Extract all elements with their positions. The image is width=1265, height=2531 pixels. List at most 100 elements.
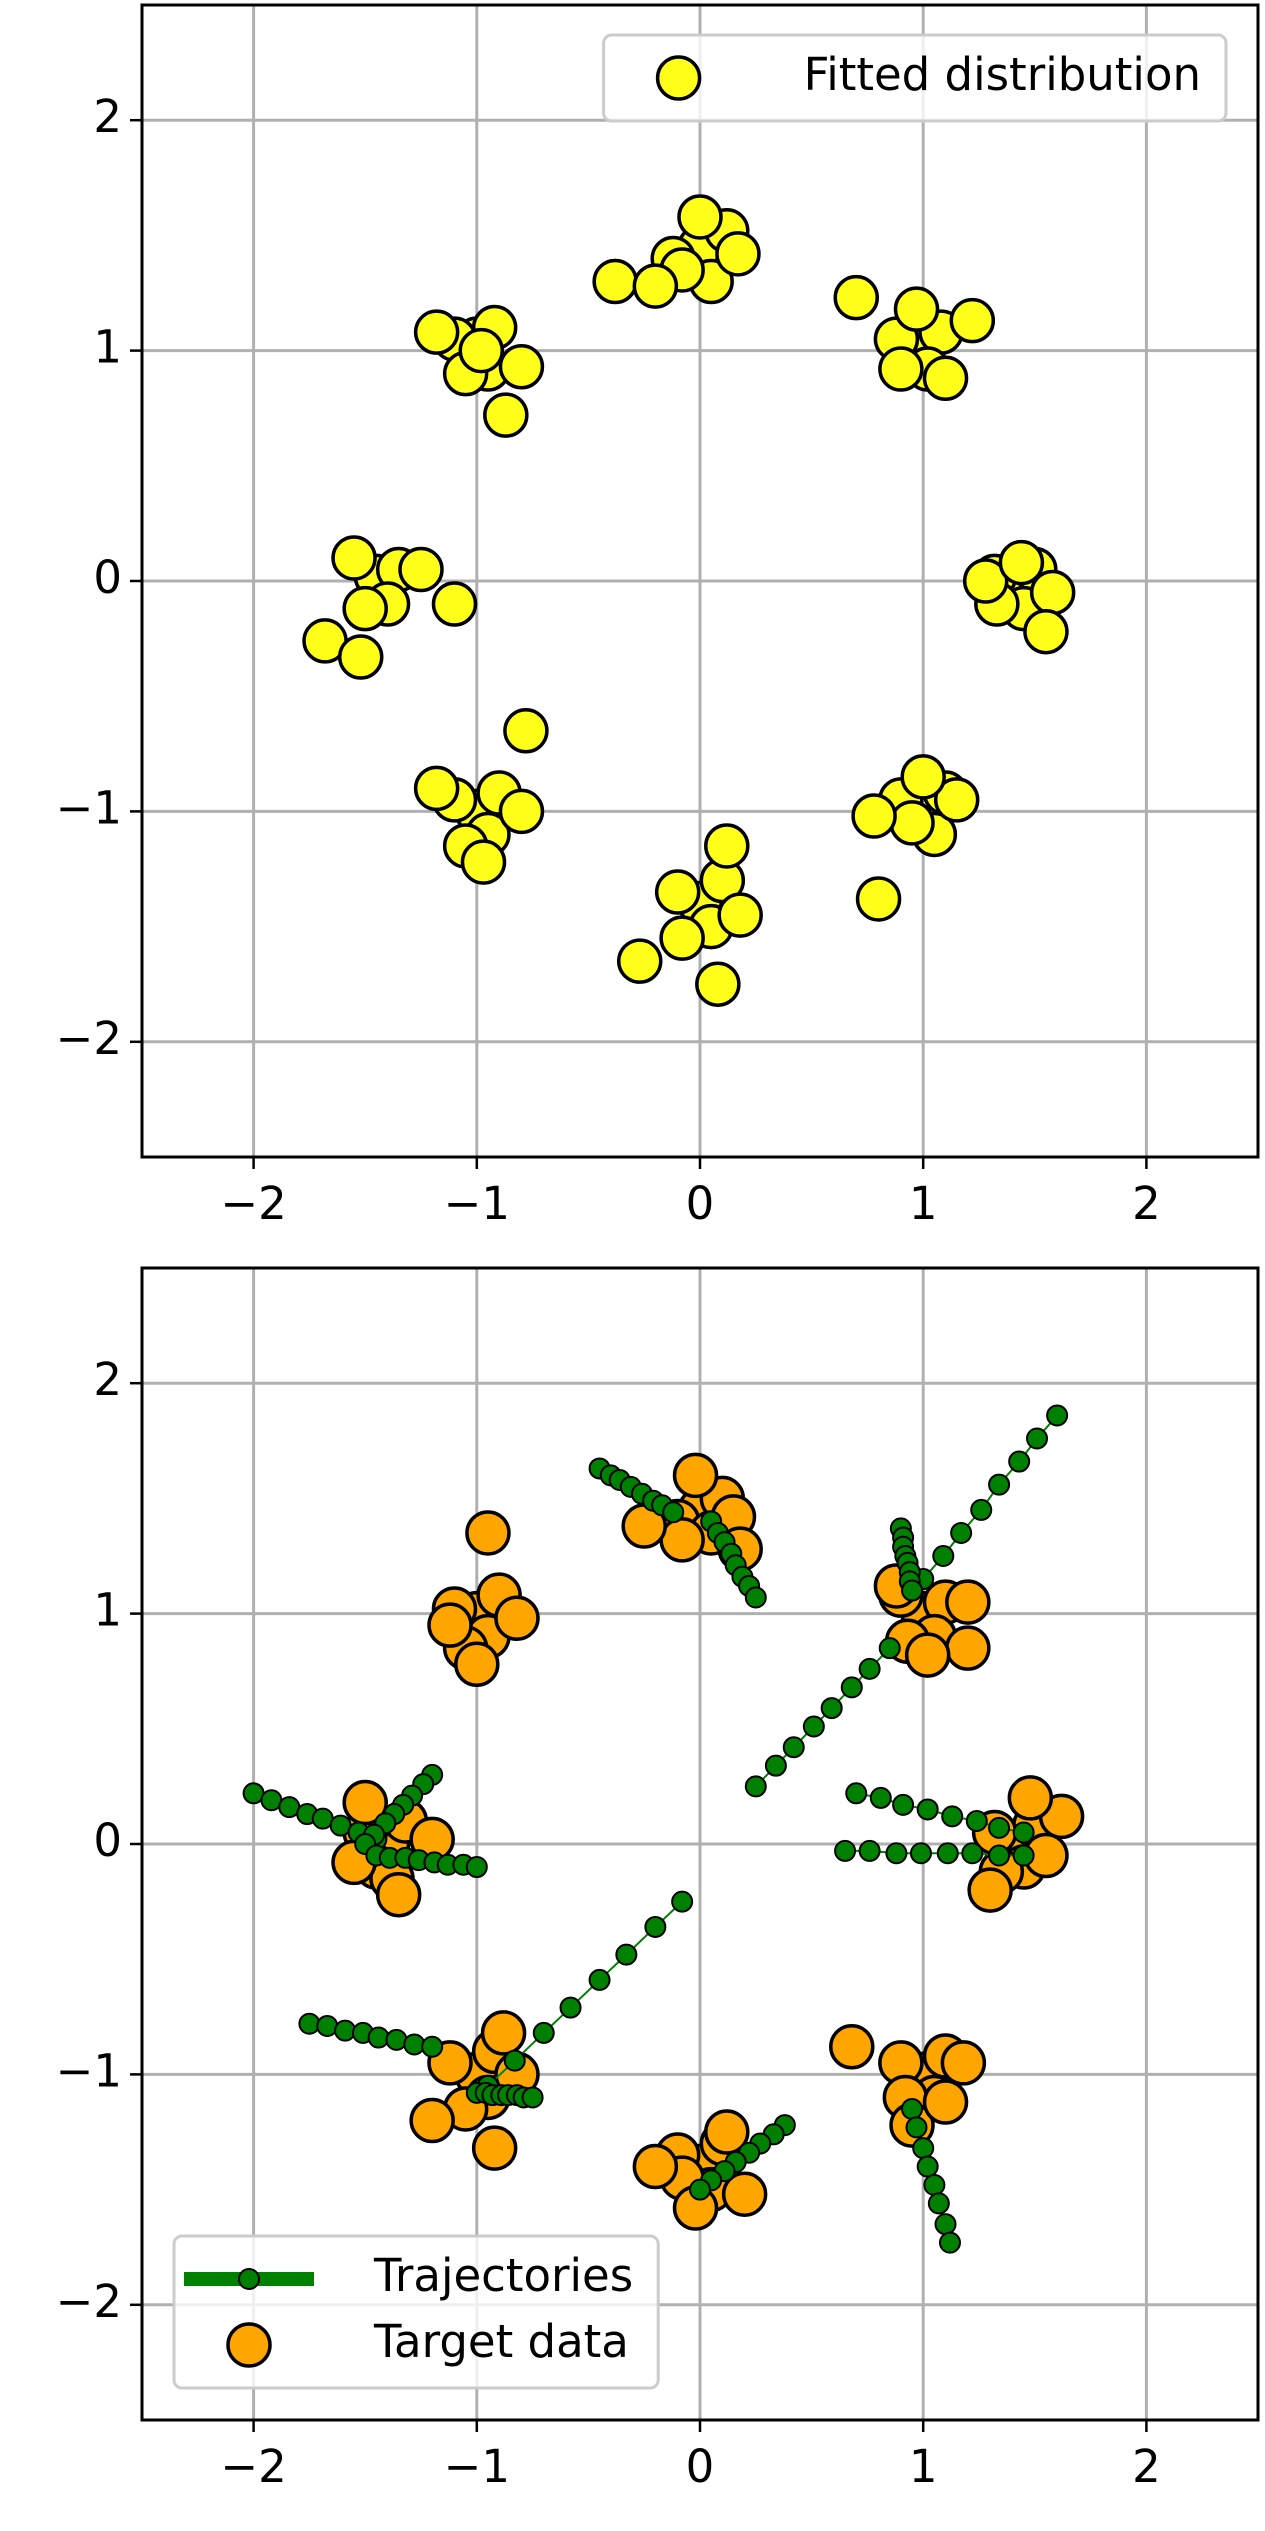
point — [659, 1517, 705, 1563]
legend-item: Fitted distribution — [655, 48, 1201, 101]
point — [480, 2010, 527, 2056]
point — [460, 839, 507, 885]
point — [940, 2040, 987, 2086]
point — [498, 788, 545, 835]
point — [900, 754, 946, 800]
trajectory-point — [901, 2097, 924, 2120]
x-tick-label: 1 — [909, 1177, 938, 1230]
x-tick-label: 2 — [1132, 1177, 1161, 1230]
trajectory-point — [941, 1805, 964, 1828]
point — [922, 2079, 969, 2125]
trajectory-point — [923, 2173, 946, 2196]
y-tick-label: 2 — [93, 90, 122, 143]
point — [717, 892, 763, 938]
point — [337, 634, 384, 680]
trajectory-point — [905, 2116, 928, 2139]
x-tick-label: −2 — [220, 2440, 286, 2493]
trajectory-point — [644, 1915, 667, 1938]
legend-frame — [602, 33, 1228, 123]
x-tick-label: −1 — [444, 1177, 510, 1230]
trajectory-point — [988, 1844, 1011, 1867]
point — [413, 765, 460, 812]
point — [677, 194, 723, 240]
trajectory-point — [1026, 1427, 1049, 1450]
axes-frame — [140, 1266, 1260, 2422]
point — [704, 2109, 750, 2155]
trajectory-point — [689, 2178, 711, 2201]
point — [945, 1625, 991, 1671]
legend-label: Trajectories — [373, 2249, 633, 2302]
axes-frame — [140, 3, 1260, 1159]
trajectory-point — [521, 2086, 544, 2109]
trajectory-point — [916, 2155, 939, 2178]
trajectory-point — [615, 1943, 638, 1966]
trajectory-point — [840, 1676, 863, 1699]
point — [498, 343, 545, 390]
point — [833, 274, 879, 321]
trajectory-point — [927, 2192, 950, 2215]
legend-label: Target data — [373, 2315, 629, 2368]
trajectory-point — [316, 2015, 339, 2038]
trajectory-point — [421, 2035, 444, 2058]
trajectory-point — [532, 2021, 555, 2044]
trajectory-point — [744, 1775, 767, 1798]
trajectory-point — [403, 2033, 426, 2056]
point — [1007, 1775, 1054, 1821]
x-tick-label: −1 — [444, 2440, 510, 2493]
trajectory-point — [932, 1545, 955, 1567]
point — [904, 1632, 951, 1678]
legend-item: Target data — [226, 2315, 629, 2368]
point — [889, 800, 935, 846]
trajectory-point — [588, 1968, 611, 1991]
point — [695, 961, 741, 1007]
point — [704, 823, 750, 869]
trajectory-point — [934, 2213, 957, 2236]
trajectory-point — [802, 1715, 825, 1738]
x-tick-label: 2 — [1132, 2440, 1161, 2493]
point — [494, 1595, 540, 1641]
point — [454, 1641, 500, 1688]
y-tick-label: −2 — [56, 1012, 122, 1065]
trajectory-point — [892, 1793, 915, 1816]
legend-item: Trajectories — [184, 2249, 633, 2302]
trajectory-point — [1012, 1844, 1035, 1867]
point — [672, 1452, 719, 1499]
point — [659, 915, 705, 961]
x-tick-label: −2 — [220, 1177, 286, 1230]
trajectory-point — [988, 1473, 1011, 1496]
y-tick-label: 0 — [93, 1814, 122, 1867]
legend: Fitted distribution — [602, 33, 1228, 123]
legend-label: Fitted distribution — [804, 48, 1201, 101]
trajectory-point — [858, 1839, 881, 1862]
point — [878, 346, 924, 392]
trajectory-point — [1046, 1404, 1069, 1427]
trajectory-point — [385, 2028, 408, 2051]
trajectory-point — [367, 2026, 390, 2049]
trajectory-point — [916, 1798, 939, 1821]
point — [945, 1579, 991, 1625]
point — [458, 327, 505, 374]
point — [922, 355, 969, 401]
legend-marker — [226, 2322, 272, 2368]
y-tick-label: 0 — [93, 551, 122, 604]
trajectory-point — [965, 1809, 988, 1832]
point — [465, 1510, 511, 1556]
point — [431, 581, 478, 627]
x-tick-label: 0 — [686, 2440, 715, 2493]
trajectory-point — [1008, 1450, 1031, 1473]
point — [967, 1867, 1013, 1913]
trajectory-point — [988, 1816, 1011, 1839]
x-tick-label: 1 — [909, 2440, 938, 2493]
trajectory-point — [869, 1786, 892, 1809]
trajectory-point — [334, 2019, 357, 2042]
trajectory-point — [834, 1839, 857, 1862]
x-tick-label: 0 — [686, 1177, 715, 1230]
trajectory-point — [744, 1586, 767, 1609]
trajectory-point — [764, 1754, 787, 1777]
y-tick-label: 1 — [93, 1584, 122, 1637]
point — [632, 2143, 679, 2190]
y-tick-label: 1 — [93, 321, 122, 374]
point — [962, 558, 1009, 604]
trajectory-point — [298, 2012, 321, 2035]
point — [654, 869, 701, 915]
